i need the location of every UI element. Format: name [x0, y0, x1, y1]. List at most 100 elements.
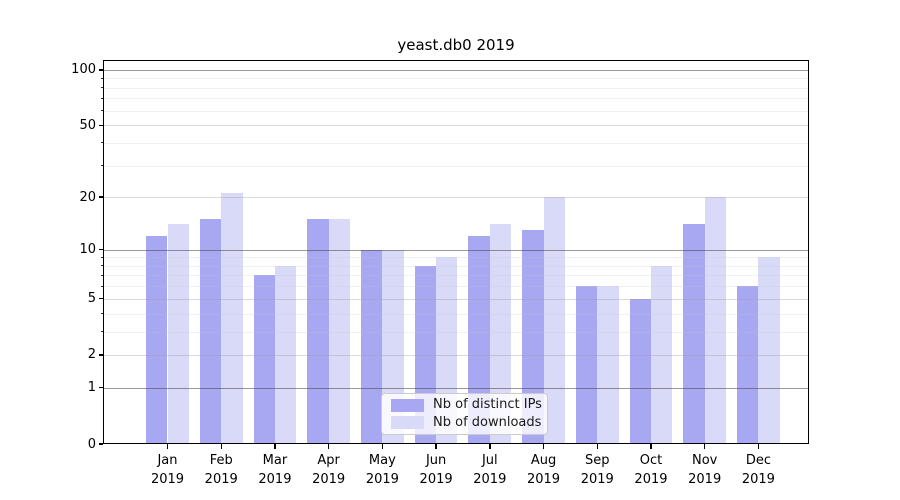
bar-aug-downloads — [543, 197, 565, 444]
x-axis-tick-mark — [220, 444, 222, 449]
x-axis-tick-mark — [650, 444, 652, 449]
x-tick-year: 2019 — [312, 472, 346, 487]
x-axis-tick-mark — [327, 444, 330, 449]
x-tick-month: Jan — [157, 453, 178, 468]
y-axis-tick-label: 50 — [79, 117, 96, 133]
y-axis-minor-tick-mark — [100, 256, 103, 258]
y-axis-minor-tick-mark — [100, 110, 103, 112]
x-axis-tick-label: Jun 2019 — [404, 451, 468, 489]
y-axis-tick-mark — [98, 124, 103, 126]
x-tick-year: 2019 — [473, 472, 507, 487]
y-axis-tick-label: 1 — [87, 380, 96, 396]
y-axis-tick-mark — [98, 298, 103, 300]
gridline — [103, 354, 809, 356]
gridline-minor — [103, 142, 809, 144]
y-axis-minor-tick-mark — [100, 87, 103, 89]
x-axis-tick-label: Aug 2019 — [512, 451, 576, 489]
y-axis-minor-tick-mark — [100, 97, 103, 99]
bar-jan-downloads — [167, 224, 189, 444]
y-axis-tick-label: 100 — [71, 62, 96, 78]
x-tick-year: 2019 — [634, 472, 668, 487]
x-tick-month: May — [368, 453, 396, 468]
legend-item-downloads: Nb of downloads — [391, 414, 542, 431]
legend-label-downloads: Nb of downloads — [433, 414, 542, 430]
gridline-minor — [103, 275, 809, 277]
bar-aug-distinct-ips — [522, 230, 544, 444]
gridline-minor — [103, 87, 809, 89]
x-axis-tick-mark — [166, 444, 169, 449]
bar-jan-distinct-ips — [146, 236, 168, 444]
x-axis-tick-mark — [704, 444, 706, 449]
bar-feb-distinct-ips — [199, 219, 222, 444]
gridline-minor — [103, 257, 809, 259]
y-axis-tick-label: 2 — [87, 347, 96, 363]
x-tick-year: 2019 — [204, 472, 238, 487]
bar-nov-downloads — [704, 197, 727, 444]
bar-may-distinct-ips — [360, 249, 383, 444]
y-axis-tick-mark — [98, 354, 103, 356]
x-tick-year: 2019 — [150, 472, 185, 487]
y-axis-minor-tick-mark — [100, 331, 103, 333]
chart-title: yeast.db0 2019 — [397, 36, 515, 54]
x-tick-month: Feb — [209, 453, 233, 468]
gridline-minor — [103, 78, 809, 80]
legend-swatch-distinct-ips-icon — [391, 398, 424, 412]
gridline-decade — [103, 249, 809, 251]
y-axis-tick-mark — [98, 387, 103, 389]
y-axis-tick-label: 5 — [87, 291, 96, 307]
x-axis-tick-label: Oct 2019 — [619, 451, 683, 489]
gridline — [103, 125, 809, 127]
x-tick-month: Oct — [639, 453, 663, 468]
y-axis-tick-mark — [98, 248, 103, 251]
x-axis-tick-mark — [596, 444, 598, 449]
legend: Nb of distinct IPs Nb of downloads — [381, 393, 548, 435]
gridline — [103, 298, 809, 300]
bar-jul-distinct-ips — [468, 236, 490, 444]
legend-swatch-downloads-icon — [391, 416, 424, 430]
y-axis-tick-mark — [98, 196, 103, 198]
y-axis-tick-label: 0 — [87, 436, 96, 452]
x-axis-tick-label: Sep 2019 — [565, 451, 629, 489]
y-axis-minor-tick-mark — [100, 313, 103, 314]
bar-mar-downloads — [274, 265, 297, 444]
x-axis-tick-mark — [381, 444, 384, 449]
x-axis-tick-mark — [757, 444, 760, 449]
x-axis-tick-label: May 2019 — [350, 451, 414, 489]
x-tick-year: 2019 — [258, 472, 292, 487]
bar-dec-downloads — [758, 257, 780, 444]
y-axis-minor-tick-mark — [100, 274, 103, 276]
bar-dec-distinct-ips — [737, 286, 759, 444]
x-tick-year: 2019 — [419, 472, 453, 487]
x-axis-tick-label: Nov 2019 — [673, 451, 737, 489]
gridline — [103, 197, 809, 199]
x-tick-year: 2019 — [741, 472, 775, 487]
y-axis-minor-tick-mark — [100, 265, 103, 267]
gridline-minor — [103, 98, 809, 100]
x-axis-tick-mark — [274, 444, 276, 449]
gridline-minor — [103, 313, 809, 315]
legend-label-distinct-ips: Nb of distinct IPs — [433, 397, 542, 413]
x-tick-month: Dec — [745, 453, 771, 468]
x-tick-month: Sep — [584, 453, 610, 468]
x-axis-tick-label: Feb 2019 — [189, 451, 253, 489]
y-axis-tick-label: 20 — [79, 189, 96, 205]
gridline-decade — [103, 69, 809, 71]
legend-item-distinct-ips: Nb of distinct IPs — [391, 397, 542, 413]
x-tick-month: Mar — [262, 453, 288, 468]
gridline-minor — [103, 110, 809, 112]
y-axis-minor-tick-mark — [100, 142, 103, 144]
y-axis-tick-mark — [98, 69, 103, 71]
x-axis-tick-mark — [542, 444, 545, 449]
bar-nov-distinct-ips — [683, 224, 705, 444]
bar-oct-distinct-ips — [629, 298, 651, 444]
x-axis-tick-label: Mar 2019 — [243, 451, 307, 489]
y-axis-minor-tick-mark — [100, 77, 103, 79]
x-tick-year: 2019 — [365, 472, 399, 487]
gridline-decade — [103, 387, 809, 389]
x-axis-tick-label: Apr 2019 — [297, 451, 361, 489]
x-axis-tick-label: Dec 2019 — [726, 451, 790, 489]
x-tick-month: Nov — [692, 453, 718, 468]
y-axis-tick-mark — [98, 443, 103, 445]
bar-feb-downloads — [221, 193, 243, 444]
